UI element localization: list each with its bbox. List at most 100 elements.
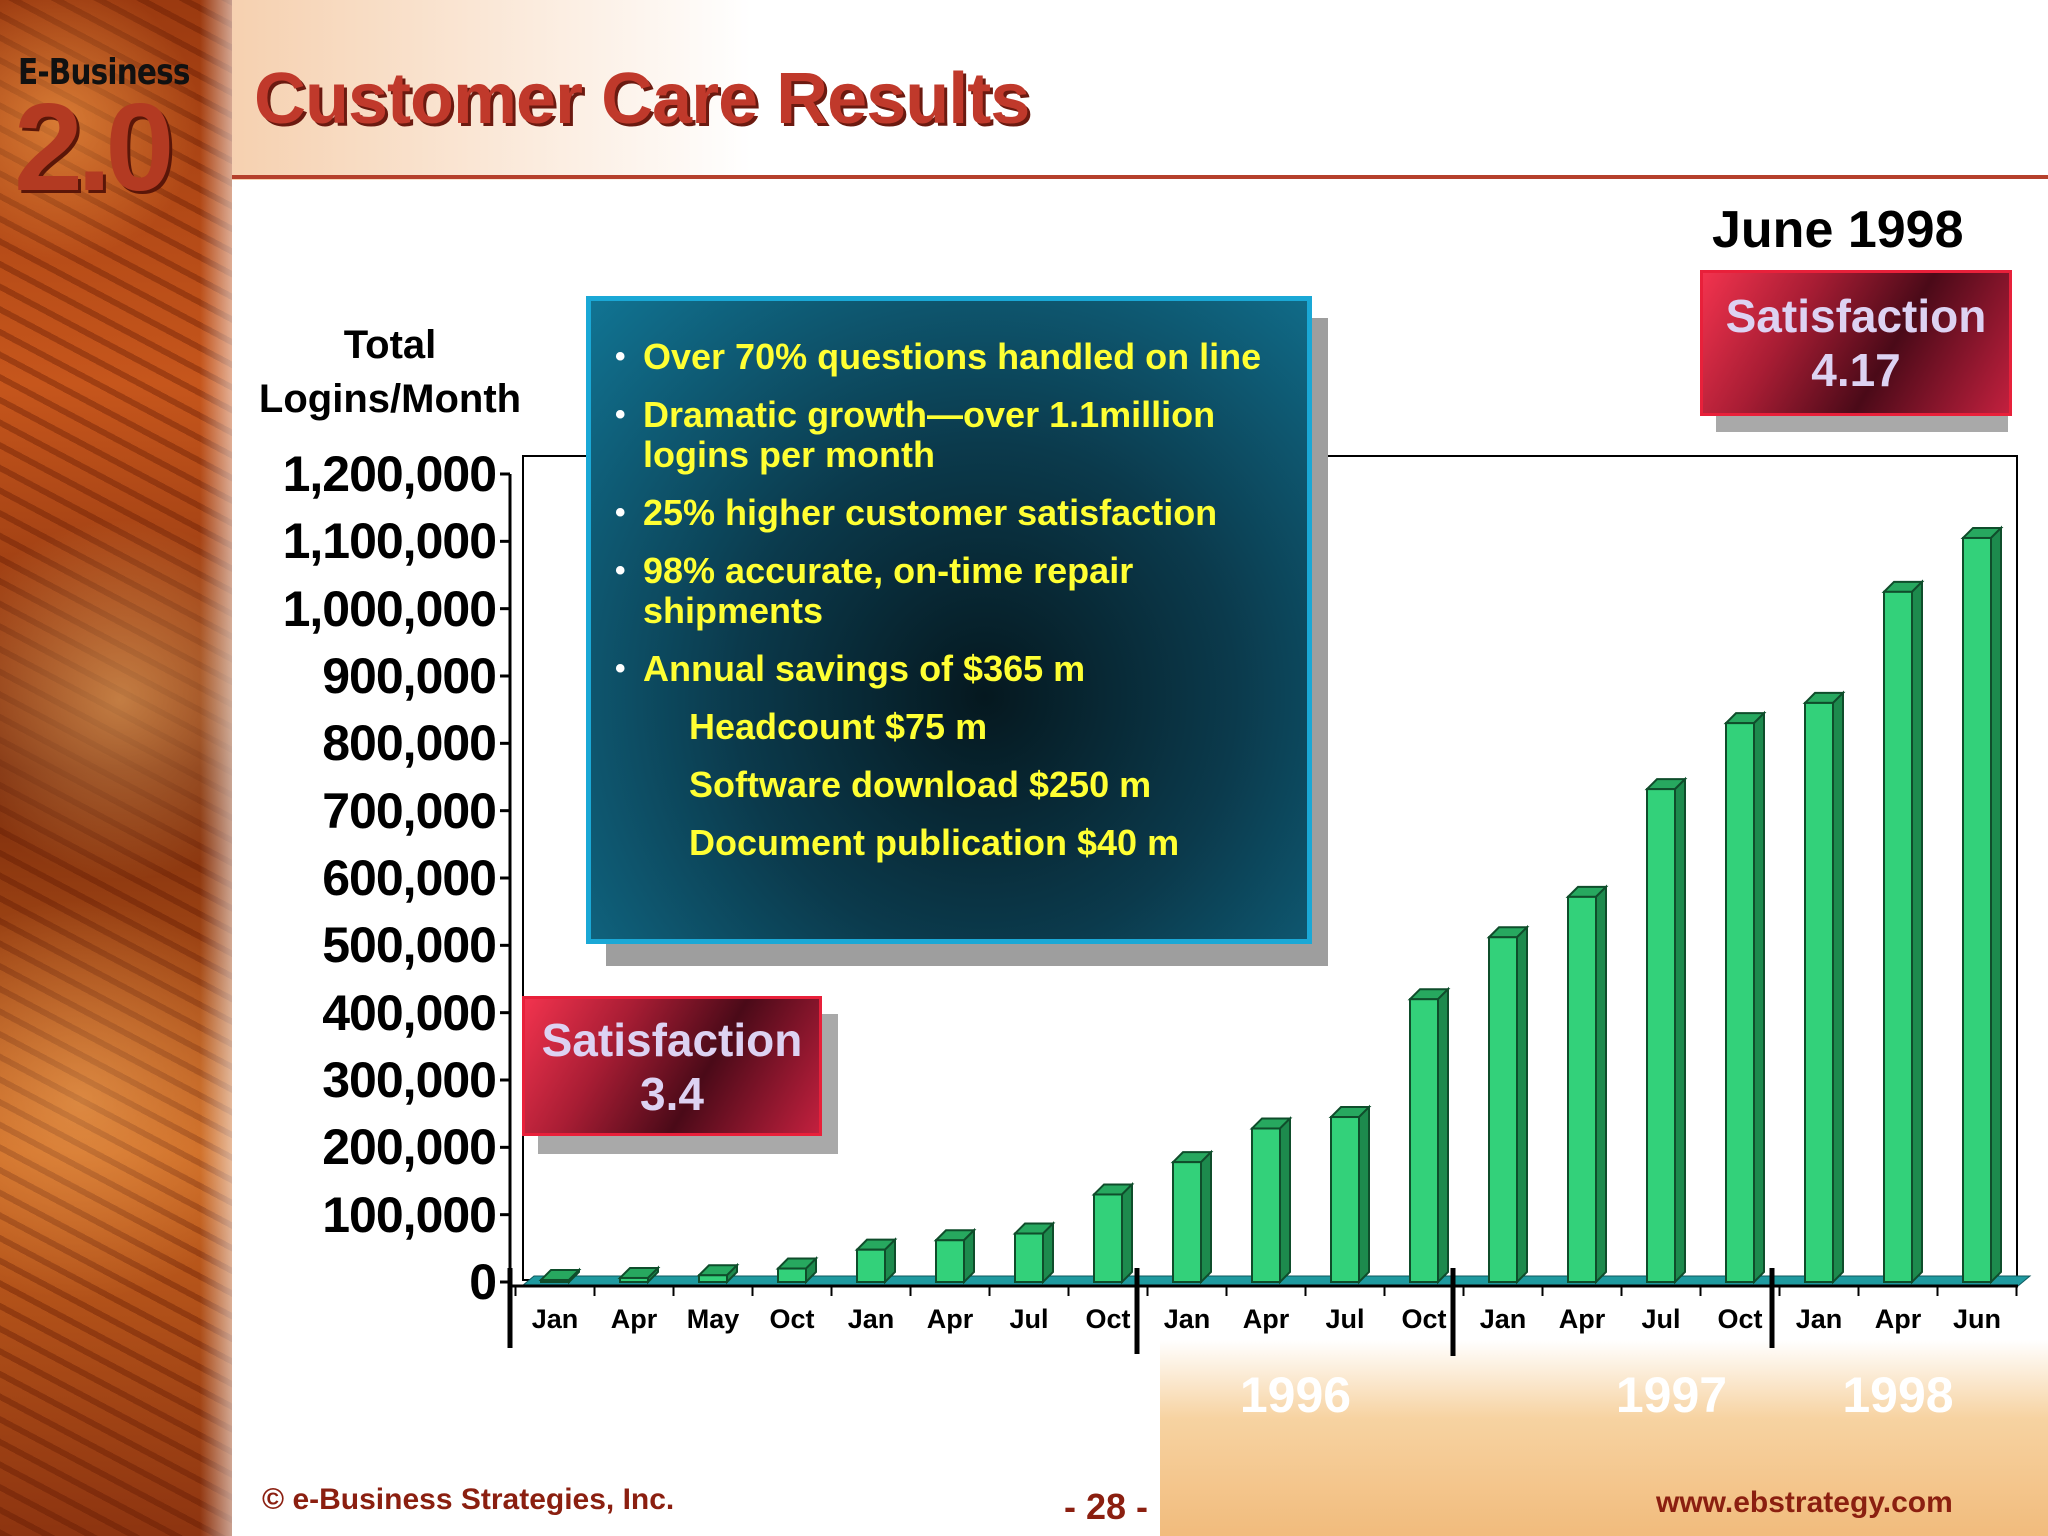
slide-title: Customer Care Results — [254, 59, 1030, 139]
y-tick-label: 600,000 — [322, 850, 497, 906]
bar-side — [1674, 776, 1686, 1285]
date-label: June 1998 — [1712, 201, 1964, 259]
x-tick-label: Apr — [1558, 1304, 1606, 1334]
bar — [1014, 1232, 1044, 1284]
y-tick-label: 1,100,000 — [282, 513, 497, 570]
x-tick-label: Oct — [1401, 1304, 1447, 1334]
y-tick-label: 1,000,000 — [282, 580, 497, 637]
sidebar-fade — [200, 0, 260, 1536]
x-tick-label: Apr — [1242, 1304, 1290, 1334]
bullet-item: • 98% accurate, on-time repair shipments — [615, 550, 1134, 631]
x-tick-label: Jun — [1952, 1304, 2001, 1334]
bar — [619, 1276, 649, 1283]
bar — [935, 1239, 965, 1283]
bar — [1093, 1193, 1123, 1284]
bullet-dot-icon: • — [615, 554, 626, 587]
bar-side — [1516, 924, 1528, 1285]
decorative-sidebar-map — [0, 0, 232, 1536]
x-tick-label: May — [686, 1304, 740, 1334]
y-tick-label: 1,200,000 — [282, 446, 497, 502]
x-tick-label: Oct — [1717, 1304, 1763, 1334]
bar — [1567, 895, 1597, 1283]
x-tick-label: Jul — [1009, 1304, 1049, 1334]
bullet-dot-icon: • — [615, 398, 626, 431]
bar — [777, 1267, 807, 1283]
bar — [1646, 788, 1676, 1283]
logo-version: 2.0 — [14, 79, 174, 217]
x-tick-label: Apr — [1874, 1304, 1922, 1334]
bar — [1251, 1127, 1281, 1283]
bar-side — [1279, 1116, 1291, 1285]
footer-url[interactable]: www.ebstrategy.com — [1656, 1486, 1953, 1519]
bar-side — [963, 1227, 975, 1285]
bar — [1725, 722, 1755, 1283]
y-axis-title: Total Logins/Month — [258, 323, 522, 421]
year-label: 1997 — [1615, 1367, 1728, 1423]
savings-subitem: Headcount $75 m — [689, 706, 988, 747]
x-tick-label: Jan — [847, 1304, 895, 1334]
satisfaction-start-badge: Satisfaction 3.4 — [522, 996, 822, 1136]
year-label: 1996 — [1239, 1367, 1352, 1423]
y-tick-label: 300,000 — [322, 1052, 497, 1108]
bullet-dot-icon: • — [615, 340, 626, 373]
y-tick-label: 200,000 — [322, 1119, 497, 1176]
bullet-dot-icon: • — [615, 496, 626, 529]
title-background-fade — [232, 0, 752, 180]
y-tick-label: 500,000 — [322, 917, 497, 974]
bar-side — [1200, 1149, 1212, 1285]
highlights-box: • Over 70% questions handled on line • Dra… — [586, 296, 1312, 944]
satisfaction-end-badge: Satisfaction 4.17 — [1700, 270, 2012, 416]
y-tick-label: 400,000 — [322, 984, 497, 1041]
satisfaction-end-label: Satisfaction — [1725, 290, 1987, 342]
footer-page-number: - 28 - — [1064, 1486, 1149, 1527]
x-tick-label: Jan — [1479, 1304, 1527, 1334]
bar-side — [1595, 884, 1607, 1285]
y-tick-label: 800,000 — [322, 715, 497, 772]
bar-side — [1358, 1104, 1370, 1285]
satisfaction-start-label: Satisfaction — [541, 1014, 803, 1066]
bullet-item: • Over 70% questions handled on line — [615, 336, 1262, 377]
bar — [1883, 590, 1913, 1283]
title-divider — [232, 175, 2048, 179]
bar — [1804, 701, 1834, 1283]
x-tick-label: Jan — [1163, 1304, 1211, 1334]
bar-side — [1911, 579, 1923, 1285]
x-tick-label: Jul — [1325, 1304, 1365, 1334]
bullet-item: • Dramatic growth—over 1.1million logins … — [615, 394, 1216, 475]
bar — [698, 1274, 728, 1284]
x-tick-label: Apr — [610, 1304, 658, 1334]
footer-copyright: © e-Business Strategies, Inc. — [262, 1483, 675, 1516]
bar — [1409, 998, 1439, 1283]
bar — [1488, 936, 1518, 1284]
y-tick-label: 0 — [469, 1254, 497, 1310]
bar-side — [1990, 525, 2002, 1285]
y-tick-label: 100,000 — [322, 1186, 497, 1243]
bar-side — [1121, 1182, 1133, 1285]
x-tick-label: Oct — [1085, 1304, 1131, 1334]
logo-text: E-Business — [18, 52, 190, 93]
x-tick-label: Jan — [1795, 1304, 1843, 1334]
x-tick-label: Apr — [926, 1304, 974, 1334]
year-label: 1998 — [1842, 1367, 1954, 1423]
bullet-item: • Annual savings of $365 m — [615, 648, 1086, 689]
bar-side — [1832, 690, 1844, 1285]
bar — [1172, 1161, 1202, 1283]
savings-subitem: Document publication $40 m — [689, 822, 1180, 863]
x-tick-label: Jul — [1641, 1304, 1681, 1334]
bar — [1962, 536, 1992, 1283]
bar-side — [1042, 1221, 1054, 1285]
y-tick-label: 900,000 — [322, 648, 497, 704]
bar — [1330, 1116, 1360, 1283]
bullet-item: • 25% higher customer satisfaction — [615, 492, 1218, 533]
bar — [540, 1278, 570, 1283]
bar-side — [1437, 986, 1449, 1285]
bullet-dot-icon: • — [615, 652, 626, 685]
satisfaction-end-value: 4.17 — [1811, 344, 1901, 396]
bar — [856, 1248, 886, 1284]
savings-subitem: Software download $250 m — [689, 764, 1152, 805]
satisfaction-start-value: 3.4 — [640, 1068, 704, 1120]
x-tick-label: Oct — [769, 1304, 815, 1334]
y-tick-label: 700,000 — [322, 782, 497, 839]
x-tick-label: Jan — [531, 1304, 579, 1334]
